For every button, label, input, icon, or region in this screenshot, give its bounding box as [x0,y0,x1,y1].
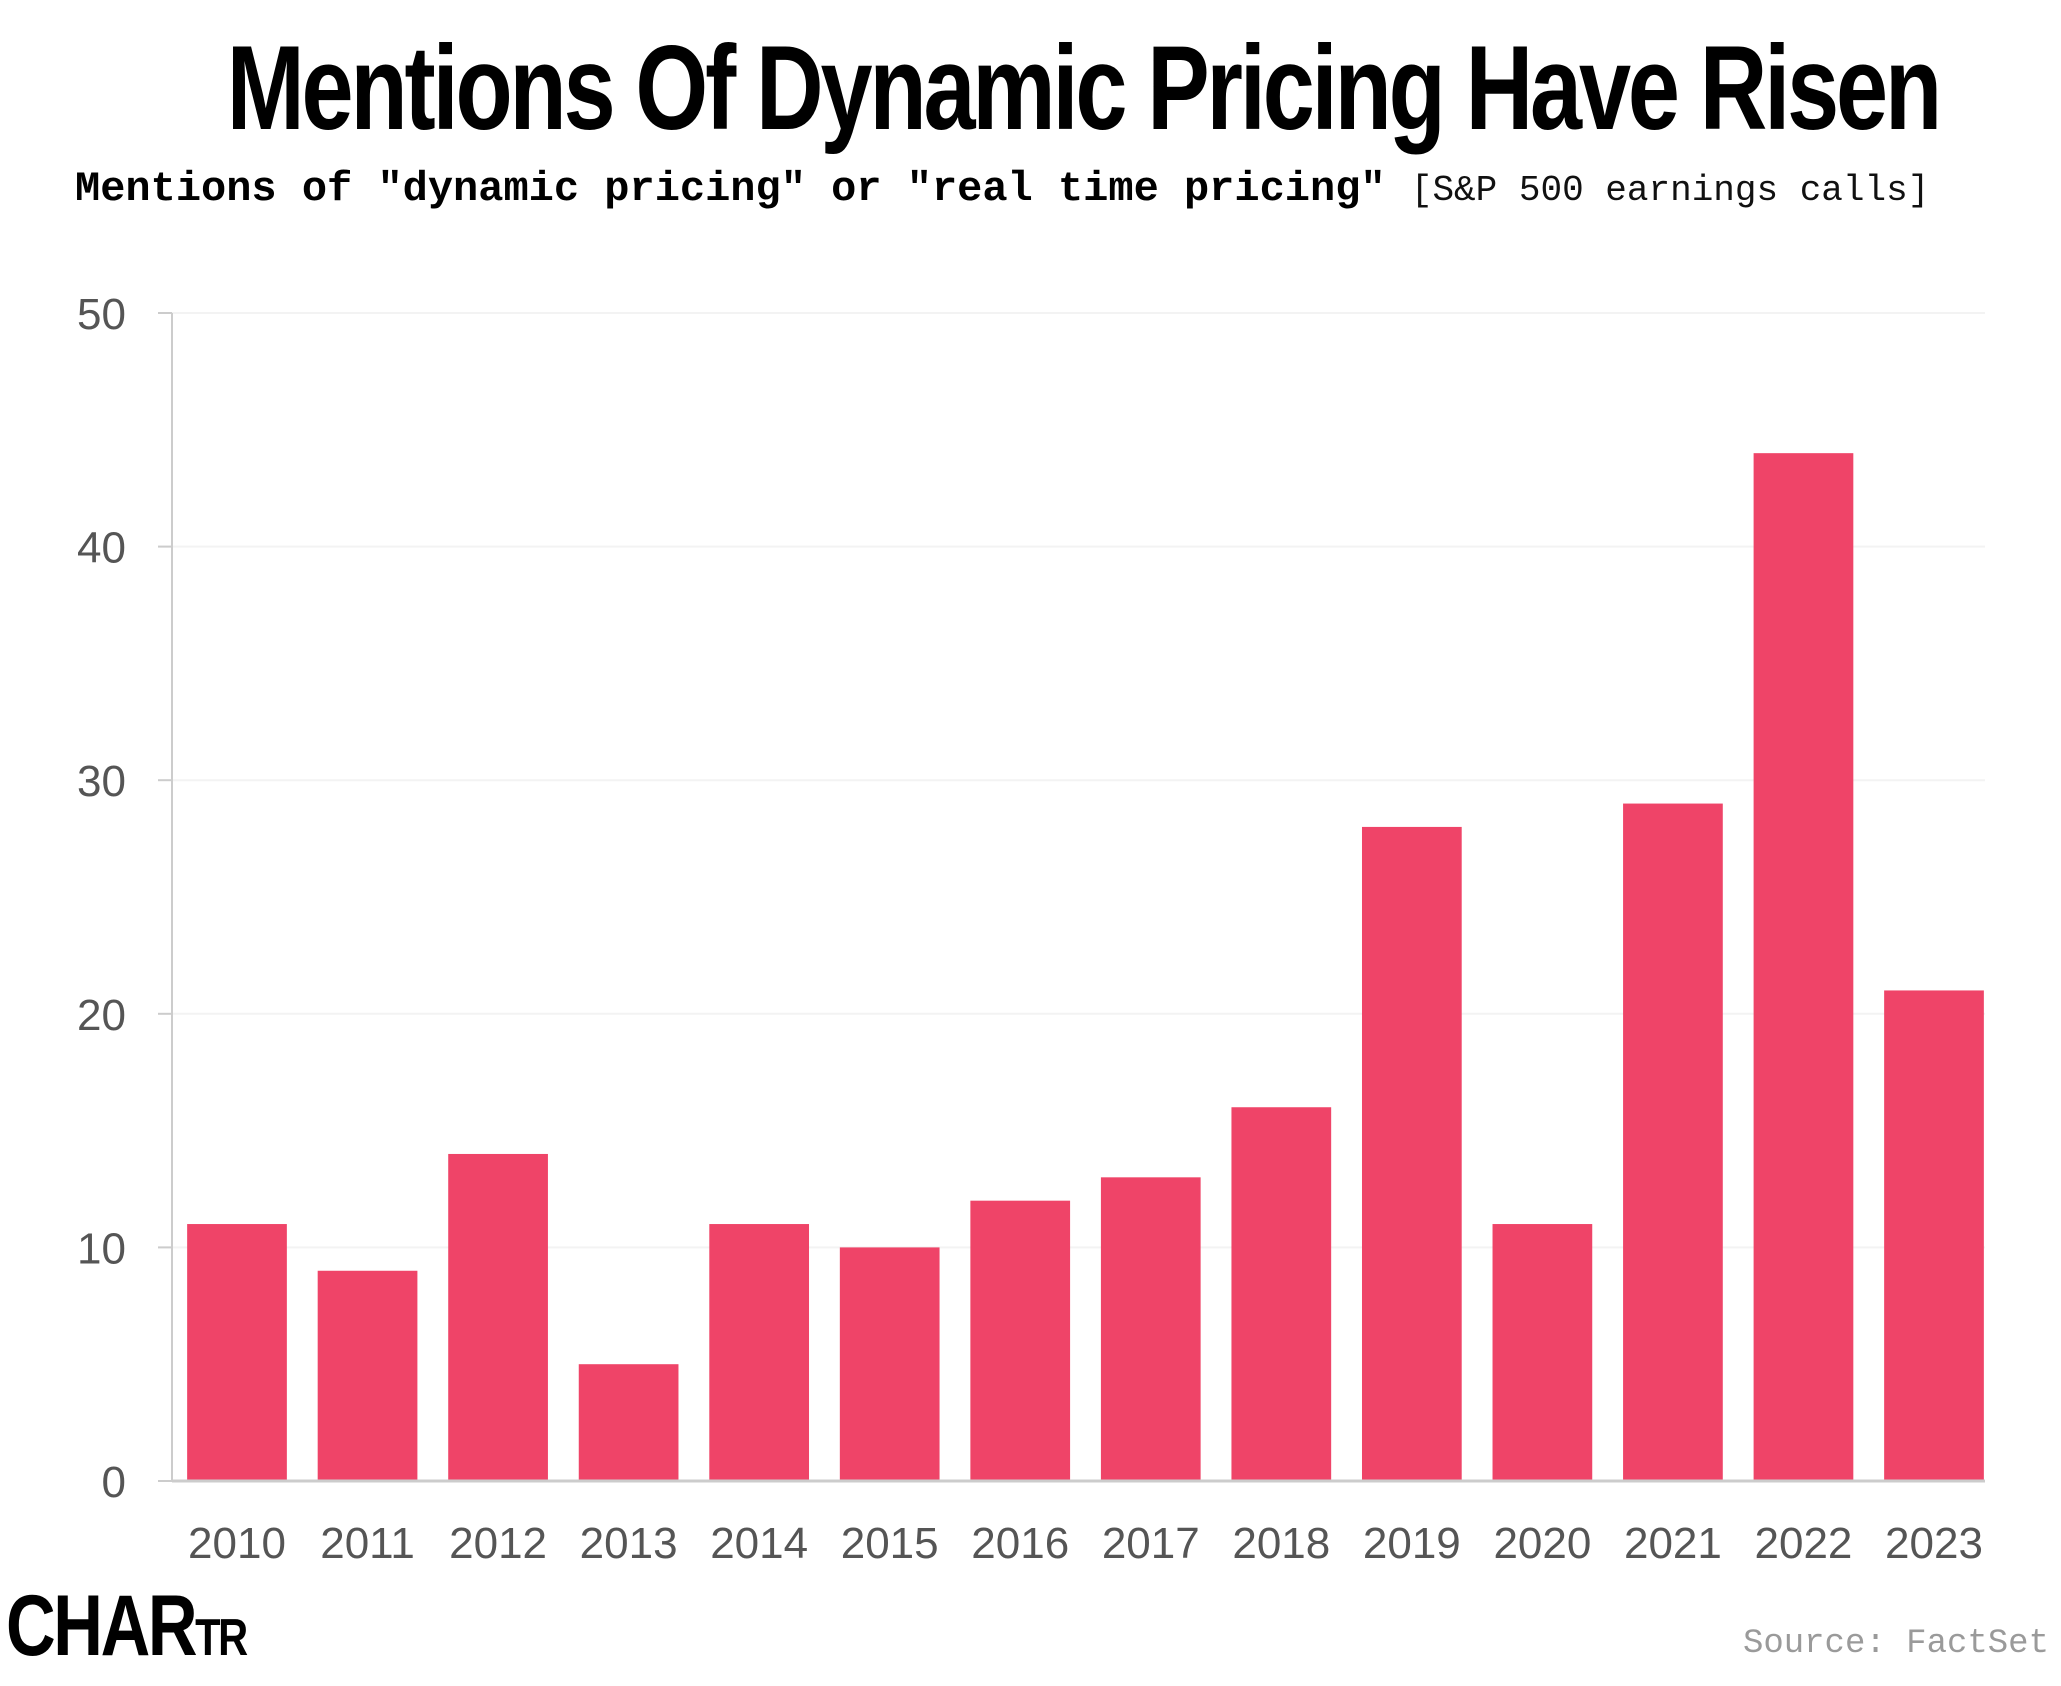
bar-layer [187,453,1984,1481]
logo-big-text: CHAR [6,1578,198,1674]
y-tick-label-30: 30 [77,757,126,806]
chart-title: Mentions Of Dynamic Pricing Have Risen [226,21,1942,155]
x-tick-label-2020: 2020 [1493,1519,1591,1560]
y-tick-label-40: 40 [77,524,126,573]
bar-2022 [1753,453,1854,1481]
bar-2012 [448,1153,548,1481]
x-tick-label-2017: 2017 [1102,1519,1200,1560]
x-tick-label-2016: 2016 [971,1519,1069,1560]
y-tick-label-0: 0 [102,1458,126,1507]
bar-2023 [1884,990,1984,1481]
bar-2019 [1361,826,1462,1481]
chartr-logo: CHARTR [6,1578,248,1686]
x-tick-label-2015: 2015 [841,1519,939,1560]
x-tick-label-2012: 2012 [449,1519,547,1560]
bar-2018 [1231,1107,1332,1481]
bar-chart: 0 10 20 30 40 50 2010 2011 2012 2013 2014 2015 2016 2… [77,290,1985,1560]
bar-2014 [709,1224,810,1481]
bar-2017 [1100,1177,1201,1481]
y-tick-label-10: 10 [77,1224,126,1273]
bar-2015 [839,1247,940,1481]
subtitle-main: Mentions of "dynamic pricing" or "real t… [75,165,1386,213]
x-tick-label-2011: 2011 [320,1519,415,1560]
source-note: Source: FactSet [1742,1625,2049,1663]
axis-layer [158,312,1985,1483]
x-tick-label-2014: 2014 [710,1519,808,1560]
bar-2010 [187,1224,287,1481]
bar-2013 [578,1364,679,1481]
bar-2011 [317,1270,418,1481]
logo-small-text: TR [195,1609,248,1667]
bar-2021 [1623,803,1723,1481]
x-tick-label-2019: 2019 [1363,1519,1461,1560]
bar-2020 [1492,1224,1593,1481]
subtitle-note: [S&P 500 earnings calls] [1410,170,1930,211]
x-tick-label-2010: 2010 [188,1519,286,1560]
x-tick-label-2018: 2018 [1232,1519,1330,1560]
x-tick-label-2022: 2022 [1755,1519,1853,1560]
x-tick-label-2021: 2021 [1624,1519,1722,1560]
label-layer: 0 10 20 30 40 50 2010 2011 2012 2013 2014 2015 2016 2… [77,290,1983,1560]
y-tick-label-20: 20 [77,991,126,1040]
x-tick-label-2023: 2023 [1885,1519,1983,1560]
chart-subtitle: Mentions of "dynamic pricing" or "real t… [75,162,1929,218]
bar-2016 [970,1200,1071,1481]
y-tick-label-50: 50 [77,290,126,339]
x-tick-label-2013: 2013 [580,1519,678,1560]
